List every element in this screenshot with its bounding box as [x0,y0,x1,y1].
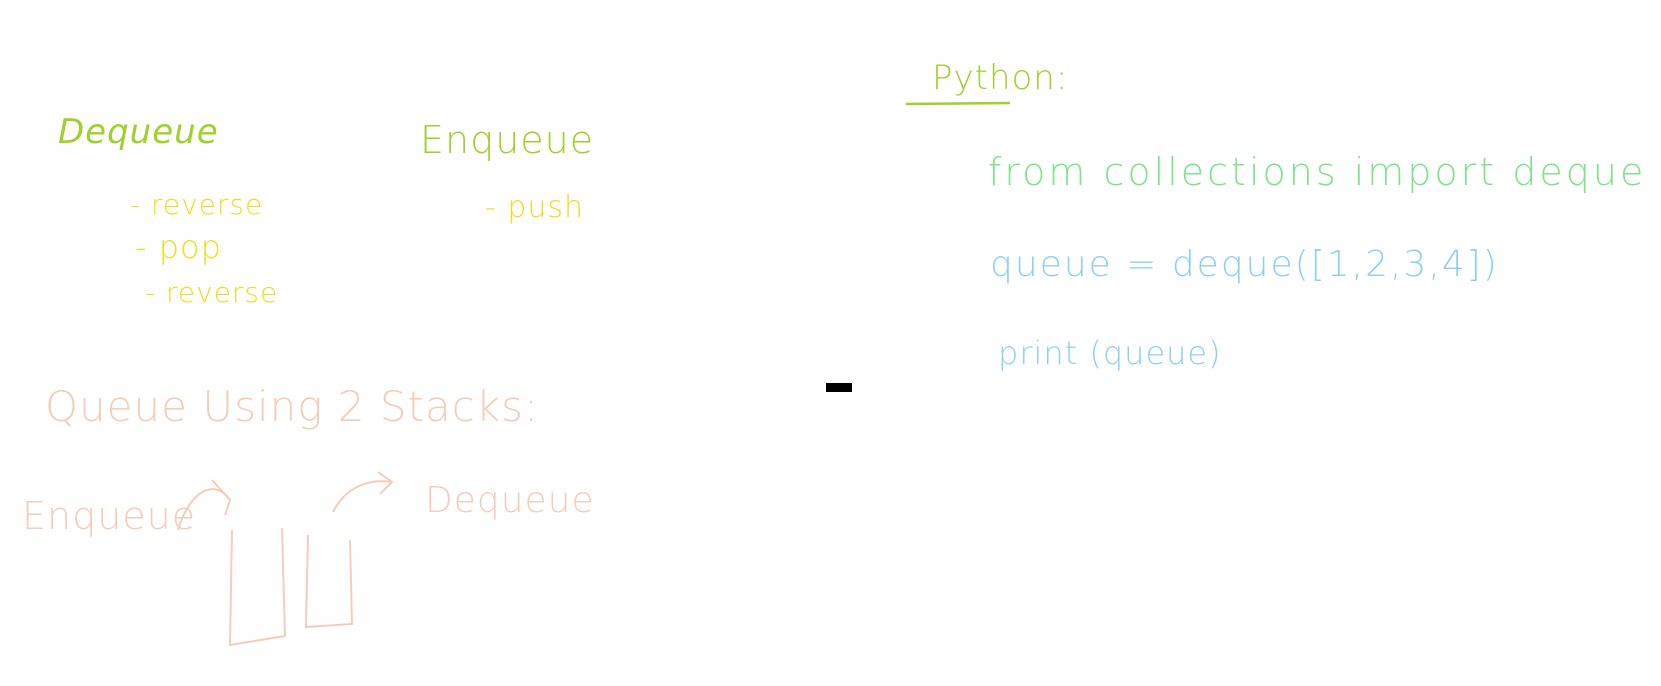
enqueue-heading: Enqueue [420,118,595,162]
stack-2-outline [304,534,354,629]
dequeue-step-3: - reverse [145,276,279,309]
code-line-print: print (queue) [998,334,1222,372]
python-heading: Python: [932,58,1069,98]
stacks-enqueue-label: Enqueue [22,494,197,538]
python-underline [905,101,1011,106]
dequeue-step-2: - pop [135,228,222,266]
enqueue-step-1: - push [485,190,585,225]
code-line-queue-assign: queue = deque([1,2,3,4]) [990,244,1499,285]
stacks-dequeue-label: Dequeue [425,480,595,521]
enqueue-arrow [177,488,231,531]
dequeue-arrow [332,480,393,513]
code-line-import: from collections import deque [988,150,1647,194]
stack-1-outline [228,527,287,647]
dequeue-arrowhead [377,471,394,495]
dequeue-heading: Dequeue [58,112,219,152]
enqueue-arrowhead [211,479,232,516]
cursor-dash [826,383,852,392]
stacks-section-title: Queue Using 2 Stacks: [45,382,540,431]
dequeue-step-1: - reverse [130,188,264,221]
